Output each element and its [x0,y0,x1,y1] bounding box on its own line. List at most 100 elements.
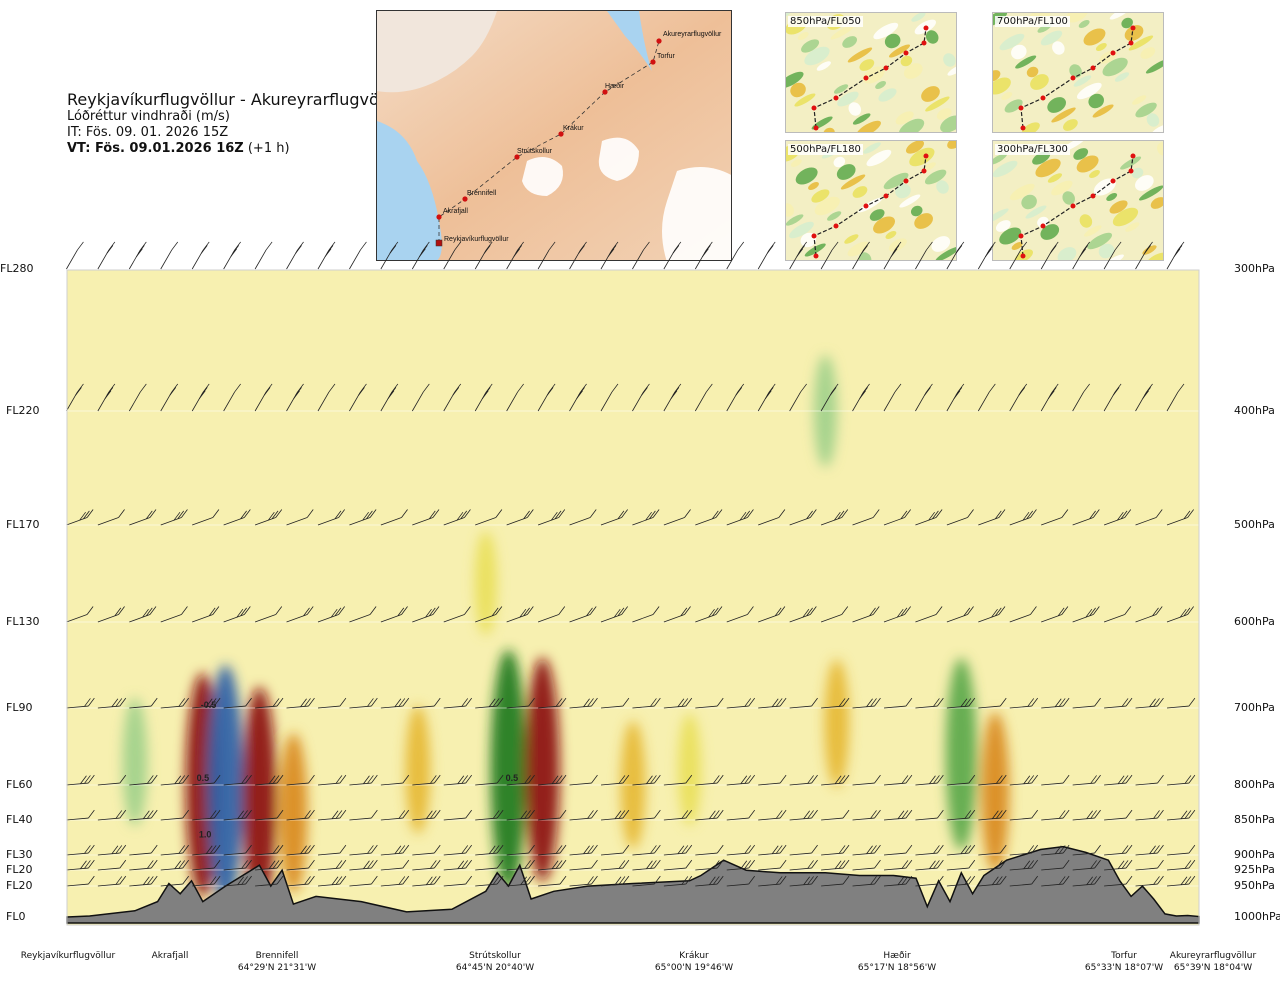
wind-barb [1103,383,1122,412]
wind-barb [632,774,661,786]
wind-barb [1135,241,1153,270]
wind-barb [380,697,410,709]
wind-barb [97,875,127,887]
wind-barb [443,809,473,821]
wind-barb [758,509,786,526]
wind-barb [946,875,976,887]
wind-barb [223,859,252,871]
wind-barb [160,859,190,871]
thumbnail-field-blob [878,88,897,102]
wind-barb [694,241,713,270]
wind-barb [883,383,902,412]
thumbnail-field-blob [895,183,911,199]
wind-barb [286,875,315,887]
pressure-level-label: 600hPa [1234,615,1275,628]
map-point-akureyrarflugvollur [656,38,662,44]
thumbnail-route-point [811,233,817,239]
location-name: Brennifell [255,951,299,961]
velocity-cell [474,531,498,636]
thumbnail-label: 500hPa/FL180 [788,144,863,155]
thumbnail-label: 850hPa/FL050 [788,16,863,27]
flight-level-label: FL20 [6,863,33,876]
thumbnail-field-blob [999,33,1025,51]
wind-barb [1009,606,1037,623]
wind-barb [695,809,724,821]
location-name: Akureyrarflugvöllur [1169,951,1257,961]
wind-barb [317,383,336,412]
wind-barb [694,383,713,412]
thumbnail-field-blob [895,111,914,125]
thumbnail-700hpa[interactable]: 700hPa/FL100 [992,12,1164,133]
map-point-brennifell [462,196,468,202]
wind-barb [852,774,881,786]
thumbnail-500hpa-field [786,141,956,260]
thumbnail-field-blob [856,120,881,132]
thumbnail-field-blob [1102,254,1124,260]
wind-barb [632,383,650,412]
thumbnail-field-blob [847,47,873,63]
wind-barb [538,809,567,821]
flight-level-label: FL30 [6,848,33,861]
wind-barb [160,774,190,786]
thumbnail-500hpa[interactable]: 500hPa/FL180 [785,140,957,261]
wind-barb [883,697,913,709]
thumbnail-field-blob [1021,122,1040,132]
wind-barb [66,697,95,709]
thumbnail-field-blob [837,91,859,107]
thumbnail-field-blob [1009,183,1035,201]
location-label: Akureyrarflugvöllur 65°39'N 18°04'W [1170,950,1256,974]
thumbnail-850hpa[interactable]: 850hPa/FL050 [785,12,957,133]
wind-barb [789,697,818,709]
wind-barb [1041,774,1070,786]
wind-barb [192,844,221,856]
thumbnail-field-blob [847,241,869,257]
wind-barb [506,383,524,412]
wind-barb [129,697,158,709]
wind-barb [1104,809,1133,821]
velocity-cell [945,658,977,851]
wind-barb [380,383,399,412]
wind-barb [978,809,1007,821]
thumbnail-field-blob [823,127,835,132]
thumbnail-300hpa-field [993,141,1163,260]
wind-barb [1103,509,1132,526]
map-point-haedir [602,89,608,95]
wind-barb [286,774,315,786]
wind-barb [1135,859,1164,871]
thumbnail-field-blob [1121,17,1133,29]
flight-level-label: FL60 [6,778,33,791]
wind-barb [223,809,252,821]
wind-barb [695,697,724,709]
thumbnail-field-blob [790,159,802,167]
wind-barb [1104,697,1133,709]
wind-barb [726,875,756,887]
wind-barb [758,606,786,623]
thumbnail-field-blob [1047,173,1063,183]
wind-barb [569,875,598,887]
wind-barb [506,844,535,856]
wind-barb [192,697,221,709]
thumbnail-route-point [1040,95,1046,101]
wind-barb [663,875,693,887]
wind-barb [506,774,535,786]
thumbnail-field-blob [884,33,901,49]
wind-barb [915,241,933,270]
thumbnail-field-blob [1051,180,1073,196]
thumbnail-field-blob [1021,194,1037,210]
wind-barb [506,697,535,709]
wind-barb [1072,844,1101,856]
wind-barb [160,875,190,887]
wind-barb [978,606,1006,623]
velocity-cell [405,705,431,834]
wind-barb [758,774,787,786]
wind-barb [758,875,787,887]
wind-barb [946,844,976,856]
thumbnail-300hpa[interactable]: 300hPa/FL300 [992,140,1164,261]
wind-barb [1009,844,1039,856]
wind-barb [1135,844,1164,856]
wind-barb [758,697,787,709]
wind-barb [66,509,94,526]
wind-barb [978,859,1007,871]
wind-barb [758,844,787,856]
wind-barb [978,875,1007,887]
